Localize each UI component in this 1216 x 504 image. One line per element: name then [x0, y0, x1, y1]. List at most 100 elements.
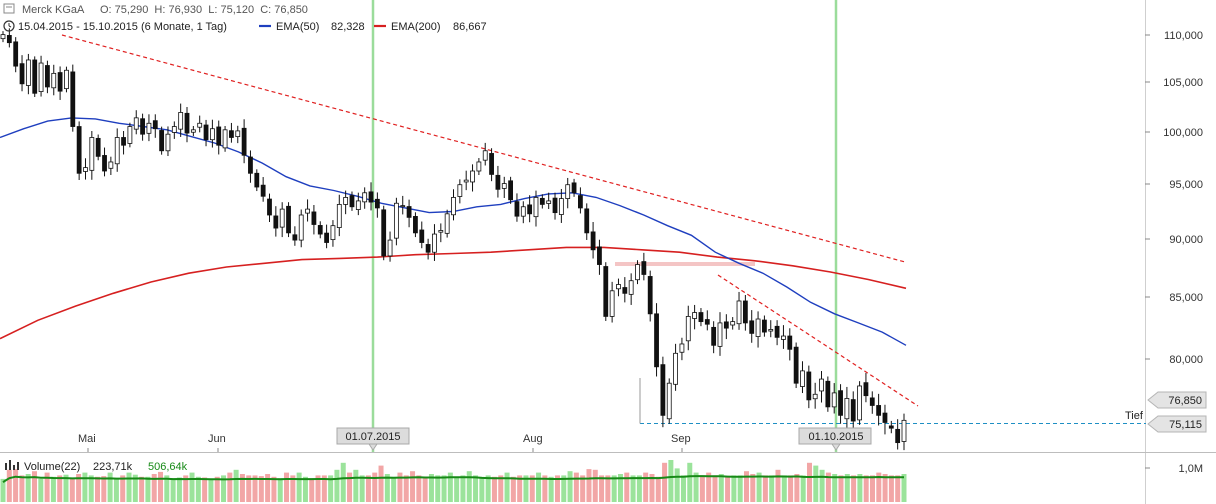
trend-lines	[61, 34, 919, 407]
volume-bar	[170, 478, 176, 502]
volume-bar	[668, 460, 674, 502]
volume-bar	[479, 476, 485, 502]
volume-bar	[567, 471, 573, 502]
candle-body	[679, 343, 685, 353]
candle-body	[609, 290, 615, 317]
volume-bar	[573, 472, 579, 502]
candle-body	[349, 195, 355, 208]
candle-body	[514, 201, 520, 217]
volume-bar	[819, 469, 825, 502]
candle-body	[838, 390, 843, 416]
candle-body	[463, 179, 469, 183]
volume-bar	[554, 475, 560, 502]
volume-bar	[743, 471, 749, 502]
candle-body	[755, 318, 761, 337]
candle-body	[869, 397, 875, 406]
candle-body	[793, 346, 799, 384]
volume-bar	[510, 476, 516, 502]
volume-bar	[82, 472, 88, 502]
candle-body	[140, 118, 145, 135]
candle-body	[152, 120, 158, 130]
volume-bar	[69, 477, 75, 502]
volume-bar	[347, 472, 353, 502]
volume-bar	[57, 475, 63, 502]
last-price-badge: 76,850	[1147, 391, 1207, 409]
volume-bar	[504, 472, 510, 502]
candle-body	[178, 112, 184, 130]
y-tick-label: 110,000	[1164, 30, 1203, 42]
ema200-legend-label: EMA(200)	[391, 21, 441, 33]
volume-bar	[290, 475, 296, 502]
volume-bar	[718, 474, 724, 502]
candle-body	[457, 184, 463, 197]
volume-icon	[5, 460, 19, 470]
candle-body	[704, 319, 710, 325]
candle-body	[413, 216, 418, 234]
candle-body	[279, 208, 285, 228]
volume-bar	[699, 475, 705, 502]
candle-body	[102, 155, 107, 172]
candle-body	[235, 130, 241, 138]
candle-body	[571, 182, 577, 194]
volume-bar	[120, 475, 126, 502]
candle-body	[742, 300, 748, 324]
vertical-markers	[371, 0, 838, 452]
volume-bar	[636, 475, 642, 502]
trend-line-main	[61, 34, 906, 263]
volume-bar	[851, 475, 857, 502]
candle-body	[616, 284, 621, 290]
candle-body	[254, 172, 260, 188]
volume-bar	[302, 476, 308, 502]
volume-bar	[384, 474, 390, 502]
ema200-line	[0, 246, 907, 340]
volume-bar	[706, 472, 712, 502]
volume-bar	[441, 475, 447, 502]
volume-bar	[491, 476, 497, 502]
candle-body	[654, 313, 659, 368]
volume-bar	[271, 476, 277, 502]
candle-body	[603, 266, 609, 317]
chart-header: Merck KGaA O: 75,290 H: 76,930 L: 75,120…	[3, 3, 487, 33]
volume-bar	[76, 474, 82, 502]
candle-body	[76, 126, 82, 174]
candle-body	[222, 129, 228, 149]
candle-body	[133, 117, 139, 130]
window-icon[interactable]	[3, 3, 15, 14]
candle-body	[876, 405, 882, 416]
candle-body	[800, 370, 805, 387]
date-range: 15.04.2015 - 15.10.2015 (6 Monate, 1 Tag…	[18, 21, 227, 33]
candle-body	[298, 214, 304, 241]
x-tick-label: Sep	[671, 433, 691, 445]
y-tick-label: 100,000	[1163, 127, 1203, 139]
candle-body	[857, 385, 862, 421]
candle-body	[850, 399, 856, 422]
ohlc-readout: O: 75,290 H: 76,930 L: 75,120 C: 76,850	[100, 4, 308, 16]
last-price-value: 76,850	[1168, 395, 1202, 407]
clock-icon	[3, 20, 15, 32]
volume-bar	[624, 472, 630, 502]
volume-bar	[164, 475, 170, 502]
volume-bar	[233, 469, 239, 502]
candle-body	[844, 398, 850, 420]
x-tick-label: Jun	[208, 433, 226, 445]
candle-body	[730, 321, 736, 326]
candle-body	[336, 204, 342, 228]
candle-body	[355, 200, 361, 210]
candle-body	[590, 231, 596, 251]
volume-bar	[132, 474, 138, 502]
candle-body	[241, 127, 247, 156]
candle-body	[0, 34, 6, 40]
instrument-title: Merck KGaA	[22, 4, 85, 16]
candle-body	[635, 264, 640, 281]
volume-bar	[189, 472, 195, 502]
candle-body	[6, 35, 12, 44]
y-tick-label: 80,000	[1169, 354, 1203, 366]
volume-bar	[38, 478, 44, 502]
x-tick-label: Mai	[78, 433, 96, 445]
volume-bar	[561, 475, 567, 502]
volume-bar	[838, 475, 844, 502]
candle-body	[292, 234, 298, 241]
candle-body	[749, 320, 755, 334]
volume-bar	[227, 472, 233, 502]
candle-body	[666, 382, 672, 420]
